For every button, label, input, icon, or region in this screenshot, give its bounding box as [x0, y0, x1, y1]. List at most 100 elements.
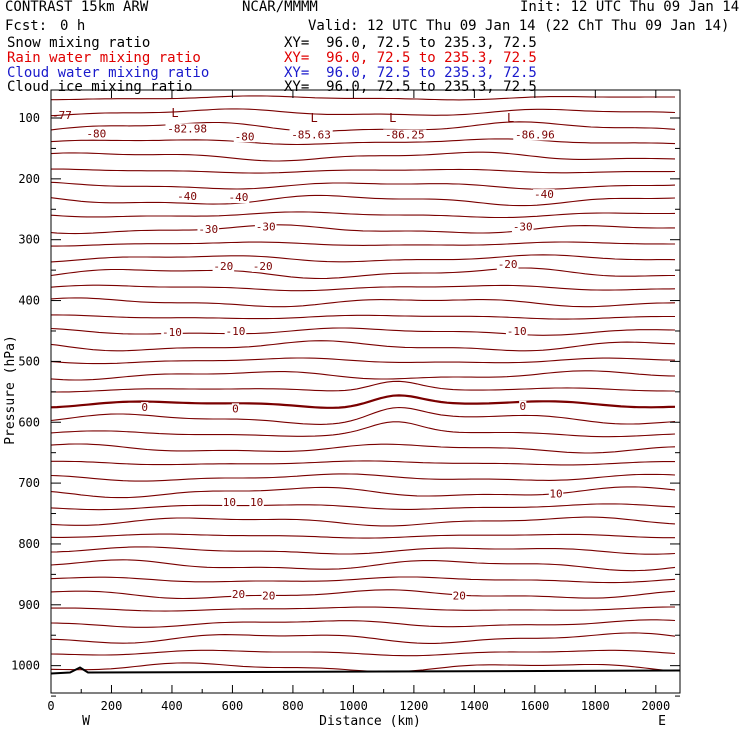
contour-label-bg [511, 221, 534, 233]
contour-label-bg [212, 260, 235, 272]
y-axis-label: Pressure (hPa) [3, 335, 18, 445]
x-tick-label: 1200 [399, 699, 428, 713]
field-name-rain: Rain water mixing ratio [7, 50, 201, 66]
contour-label: -10 [162, 326, 182, 339]
x-tick-label: 1800 [581, 699, 610, 713]
contour-label: -30 [513, 220, 533, 233]
contour-label: -86.25 [385, 128, 425, 141]
contour-label-bg [519, 400, 527, 412]
y-tick-label: 200 [18, 172, 40, 186]
contour-label-bg [548, 488, 564, 500]
contour-label: -82.98 [167, 122, 207, 135]
contour-line [50, 473, 676, 482]
terrain-surface [50, 666, 681, 675]
contour-label: -40 [534, 188, 554, 201]
contour-label-bg [231, 403, 240, 415]
contour-labels: -82.98 -85.63 -86.25 -86.96 -80 -80 -40 -40 -40 -… [85, 106, 564, 603]
contour-label: -10 [226, 325, 246, 338]
contour-line [50, 357, 676, 365]
contour-label-bg [513, 129, 557, 141]
field-name-snow: Snow mixing ratio [7, 35, 151, 51]
contour-line [50, 576, 676, 584]
contour-label-bg [289, 129, 333, 141]
x-tick-label: 1600 [520, 699, 549, 713]
contour-label-bg [141, 402, 149, 414]
x-axis-right-end: E [658, 714, 666, 729]
contour-label: 20 [453, 590, 466, 603]
contour-label: -30 [256, 220, 276, 233]
contour-label: 10 [250, 496, 263, 509]
x-tick-label: 200 [101, 699, 123, 713]
contour-label-bg [505, 326, 528, 338]
contour-label-bg [383, 129, 427, 141]
contour-line [50, 121, 676, 132]
contour-label: -30 [198, 223, 218, 236]
low-marker: L [389, 111, 396, 125]
contour-line [50, 108, 676, 117]
contour-label: 10 [223, 496, 236, 509]
zero-contour [50, 394, 676, 409]
contour-line [50, 443, 676, 454]
field-xy-cloud-water: XY= 96.0, 72.5 to 235.3, 72.5 [284, 65, 537, 81]
contour-label: -85.63 [291, 128, 331, 141]
contour-label-bg [161, 327, 183, 339]
y-tick-label: 400 [18, 294, 40, 308]
contour-line [50, 503, 676, 511]
low-marker: L [310, 111, 317, 125]
x-tick-label: 1000 [339, 699, 368, 713]
contour-label: 0 [519, 400, 526, 413]
header-fcst-label: Fcst: [5, 18, 48, 34]
top-contour-label: -77 [52, 109, 72, 122]
contour-label: -20 [253, 260, 273, 273]
contour-line [50, 194, 676, 207]
contour-label-bg [165, 123, 209, 135]
x-axis-label: Distance (km) [319, 714, 421, 729]
contour-line [51, 314, 675, 320]
y-tick-label: 500 [18, 354, 40, 368]
contour-label-bg [251, 260, 274, 272]
contour-label-bg [249, 497, 264, 509]
contour-line [50, 421, 676, 438]
header-valid: Valid: 12 UTC Thu 09 Jan 14 (22 ChT Thu … [308, 18, 730, 34]
header-init: Init: 12 UTC Thu 09 Jan 14 [520, 0, 740, 15]
y-tick-label: 600 [18, 415, 40, 429]
contour-line [50, 380, 675, 393]
contour-line [50, 254, 676, 263]
y-tick-label: 900 [18, 598, 40, 612]
contour-line [50, 267, 675, 280]
header-title: CONTRAST 15km ARW [5, 0, 149, 15]
y-tick-label: 300 [18, 233, 40, 247]
x-axis-left-end: W [82, 714, 90, 729]
contour-line [50, 516, 676, 527]
low-marker: L [171, 106, 178, 120]
field-xy-snow: XY= 96.0, 72.5 to 235.3, 72.5 [284, 35, 537, 51]
y-tick-label: 700 [18, 476, 40, 490]
contour-label-bg [254, 221, 277, 233]
y-tick-label: 1000 [11, 659, 40, 673]
contour-label-bg [452, 590, 467, 602]
contour-line [50, 486, 676, 499]
contour-line [50, 297, 676, 308]
contour-line [50, 546, 676, 555]
header-center: NCAR/MMMM [242, 0, 318, 15]
header-fcst-value: 0 h [60, 18, 86, 34]
terrain-line [50, 666, 681, 675]
contour-line [50, 151, 676, 162]
contour-label: 10 [549, 487, 562, 500]
contour-label-bg [227, 192, 250, 204]
contour-label-bg [176, 190, 198, 202]
contour-line [50, 138, 676, 146]
contour-label-bg [233, 131, 256, 143]
contour-line [51, 168, 676, 174]
contour-line [50, 649, 676, 657]
contour-label-bg [533, 189, 555, 201]
contour-label: -80 [86, 127, 106, 140]
contour-label: -40 [177, 190, 197, 203]
field-xy-cloud-ice: XY= 96.0, 72.5 to 235.3, 72.5 [284, 79, 537, 95]
contour-label: 0 [232, 402, 239, 415]
contour-label-bg [496, 259, 519, 271]
field-name-cloud-water: Cloud water mixing ratio [7, 65, 210, 81]
contour-label-bg [224, 326, 247, 338]
contour-line [50, 559, 676, 572]
